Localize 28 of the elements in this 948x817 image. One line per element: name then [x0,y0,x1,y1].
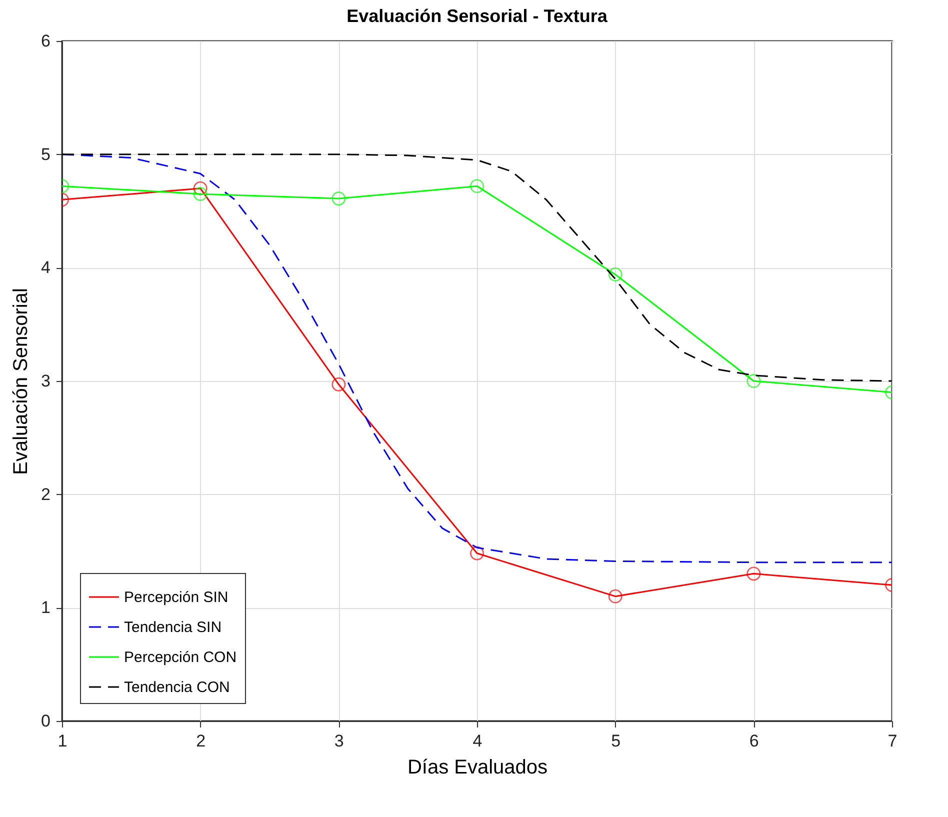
point [470,179,484,194]
legend-label: Percepción SIN [124,589,228,606]
x-tick-label: 3 [334,732,344,750]
y-tick-label: 0 [41,712,50,730]
x-tick-label: 2 [196,732,206,750]
x-tick-label: 4 [472,732,482,750]
x-tick-label: 6 [749,732,759,750]
point [608,589,622,604]
point [332,192,346,206]
x-tick-label: 7 [888,732,898,750]
y-tick-label: 5 [41,144,50,164]
y-tick-label: 6 [41,32,50,50]
x-axis-title: Días Evaluados [407,756,548,778]
y-tick-label: 1 [41,598,50,618]
legend-label: Tendencia CON [124,679,230,696]
point [470,546,484,560]
legend-label: Percepción CON [124,649,237,666]
y-tick-label: 4 [41,258,50,278]
point [608,268,622,282]
point [332,377,346,392]
x-tick-label: 5 [611,732,621,750]
y-axis-title: Evaluación Sensorial [10,288,32,475]
line-series [62,154,892,382]
legend-label: Tendencia SIN [124,619,222,636]
y-tick-label: 3 [41,372,50,390]
x-tick-label: 1 [58,732,68,750]
y-tick-label: 2 [41,484,50,504]
chart-title: Evaluación Sensorial - Textura [346,6,608,26]
